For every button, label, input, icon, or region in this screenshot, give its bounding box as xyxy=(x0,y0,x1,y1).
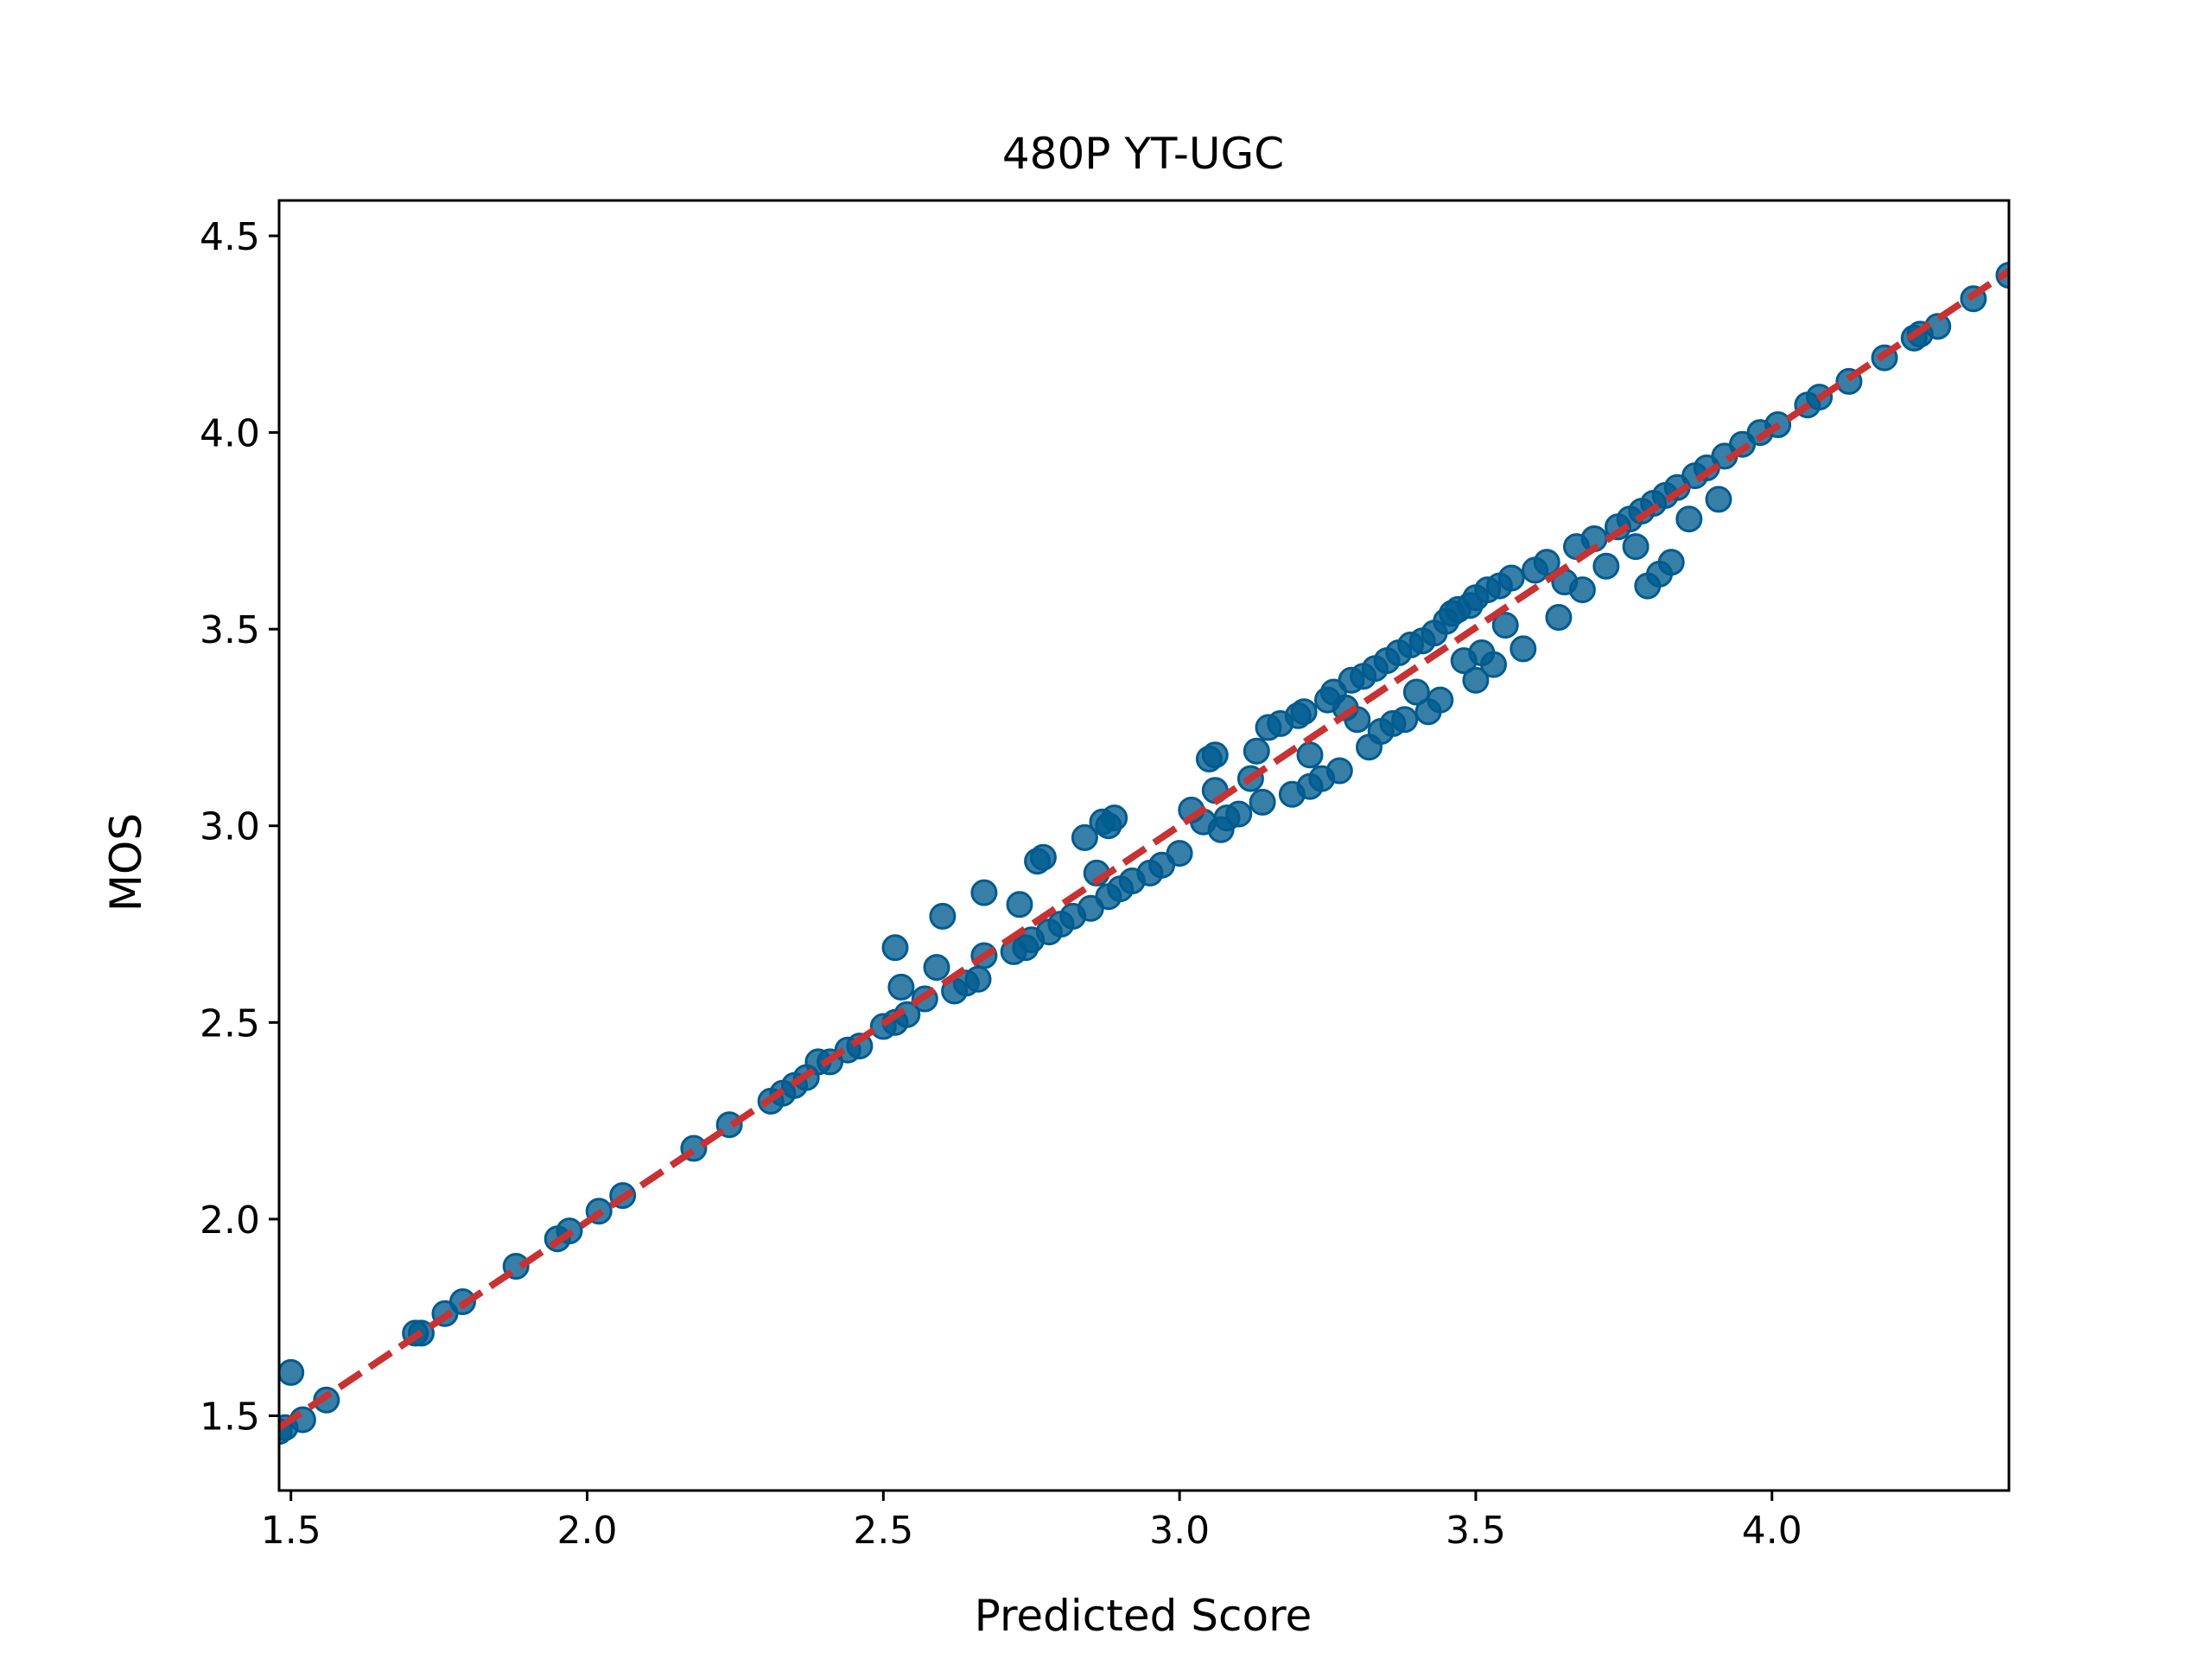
y-tick-label: 2.5 xyxy=(200,1001,260,1046)
data-point xyxy=(1325,757,1353,785)
data-point xyxy=(1705,486,1732,513)
data-point xyxy=(1497,564,1525,592)
data-point xyxy=(887,973,915,1001)
y-tick-label: 1.5 xyxy=(200,1395,260,1440)
axes: 1.5 2.0 2.5 3.0 3.5 4.0 1.5 2.0 2.5 3.0 3.5 4.0 4.5 xyxy=(200,199,2011,1553)
data-point xyxy=(1462,666,1490,694)
data-point xyxy=(1166,840,1193,868)
data-point xyxy=(1675,505,1703,533)
data-point xyxy=(1480,651,1507,678)
data-point xyxy=(1427,686,1454,714)
data-point xyxy=(1290,698,1318,726)
x-tick-label: 3.5 xyxy=(1446,1509,1506,1553)
x-axis-label: Predicted Score xyxy=(975,1591,1313,1641)
plot-area xyxy=(279,262,2009,1446)
data-point xyxy=(1243,737,1270,765)
data-point xyxy=(970,879,998,906)
data-point xyxy=(1622,533,1649,561)
data-point xyxy=(1071,823,1098,851)
fit-line xyxy=(279,268,2009,1431)
data-point xyxy=(1201,741,1229,769)
y-tick-label: 4.0 xyxy=(200,412,260,456)
y-tick-label: 4.5 xyxy=(200,215,260,259)
x-tick-label: 2.0 xyxy=(557,1509,618,1553)
data-point xyxy=(1533,549,1560,576)
axes-frame xyxy=(277,199,2011,1492)
data-point xyxy=(1296,741,1324,769)
data-point xyxy=(1545,604,1573,631)
y-tick-label: 3.0 xyxy=(200,805,260,849)
data-point xyxy=(923,954,950,982)
data-point xyxy=(1029,843,1057,871)
x-tick-label: 2.5 xyxy=(853,1509,913,1553)
x-tick-label: 3.0 xyxy=(1149,1509,1210,1553)
y-tick-label: 2.0 xyxy=(200,1198,260,1243)
data-point xyxy=(881,934,909,962)
data-point xyxy=(1592,552,1620,580)
data-point xyxy=(1006,891,1033,918)
data-point xyxy=(1510,635,1537,663)
data-point xyxy=(1391,706,1419,734)
x-tick-label: 1.5 xyxy=(261,1509,321,1553)
y-axis-label: MOS xyxy=(101,813,151,912)
x-tick-label: 4.0 xyxy=(1742,1509,1802,1553)
y-tick-label: 3.5 xyxy=(200,608,260,652)
data-point xyxy=(1225,800,1253,828)
data-point xyxy=(1491,612,1519,639)
chart-title: 480P YT-UGC xyxy=(1002,129,1284,179)
data-point xyxy=(964,965,992,993)
data-point xyxy=(1249,788,1276,816)
data-point xyxy=(1657,549,1685,576)
data-point xyxy=(279,1358,305,1386)
data-point xyxy=(1101,804,1128,832)
data-point xyxy=(1568,576,1596,604)
data-point xyxy=(1402,678,1430,706)
data-point xyxy=(929,902,957,930)
